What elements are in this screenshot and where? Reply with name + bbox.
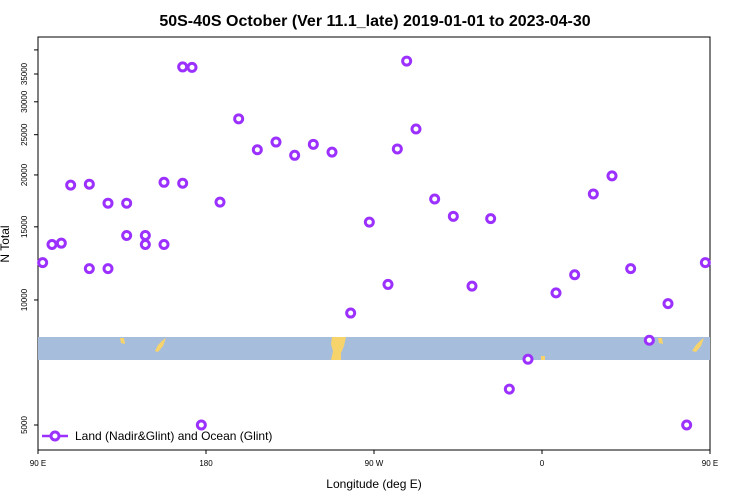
data-point — [65, 179, 77, 191]
legend: Land (Nadir&Glint) and Ocean (Glint) — [42, 429, 272, 443]
data-point — [177, 177, 189, 189]
data-point — [391, 143, 403, 155]
data-point — [121, 229, 133, 241]
data-point — [177, 61, 189, 73]
data-point — [55, 237, 67, 249]
data-point — [139, 229, 151, 241]
data-point — [662, 298, 674, 310]
legend-label: Land (Nadir&Glint) and Ocean (Glint) — [75, 429, 272, 443]
x-tick-label: 0 — [540, 459, 545, 468]
y-tick-label: 35000 — [20, 62, 29, 85]
data-point — [410, 123, 422, 135]
plot-frame — [37, 36, 711, 451]
y-axis: 5000 10000 15000 20000 25000 30000 35000 — [20, 49, 38, 434]
data-points — [37, 55, 711, 431]
data-point — [447, 210, 459, 222]
data-point — [587, 188, 599, 200]
data-point — [139, 239, 151, 251]
x-tick-label: 90 W — [365, 459, 384, 468]
y-tick-label: 15000 — [20, 215, 29, 238]
land-patch-australia-east — [692, 338, 704, 352]
y-tick-label: 10000 — [20, 288, 29, 311]
data-point — [606, 170, 618, 182]
x-axis-label: Longitude (deg E) — [326, 477, 421, 491]
data-point — [251, 144, 263, 156]
y-tick-label: 25000 — [20, 123, 29, 146]
data-point — [307, 138, 319, 150]
data-point — [382, 278, 394, 290]
land-patch-south-america — [331, 337, 346, 360]
data-point — [158, 239, 170, 251]
data-point — [569, 269, 581, 281]
data-point — [345, 307, 357, 319]
y-axis-label: N Total — [0, 225, 12, 262]
y-tick-label: 30000 — [20, 90, 29, 113]
data-point — [485, 213, 497, 225]
legend-marker — [49, 430, 61, 442]
data-point — [233, 113, 245, 125]
data-point — [550, 287, 562, 299]
map-strip — [38, 337, 710, 360]
data-point — [195, 419, 207, 431]
land-patch-africa — [541, 356, 545, 360]
data-point — [363, 216, 375, 228]
data-point — [699, 257, 711, 269]
data-point — [289, 149, 301, 161]
y-tick-label: 5000 — [20, 416, 29, 434]
data-point — [401, 55, 413, 67]
data-point — [429, 193, 441, 205]
data-point — [121, 197, 133, 209]
data-point — [46, 239, 58, 251]
data-point — [625, 263, 637, 275]
data-point — [186, 61, 198, 73]
data-point — [158, 176, 170, 188]
data-point — [83, 263, 95, 275]
chart-title: 50S-40S October (Ver 11.1_late) 2019-01-… — [159, 13, 590, 30]
data-point — [643, 334, 655, 346]
data-point — [214, 196, 226, 208]
data-point — [270, 136, 282, 148]
x-tick-label: 180 — [199, 459, 213, 468]
land-patch-australia-west — [658, 338, 663, 344]
data-point — [102, 197, 114, 209]
ocean-band — [38, 337, 710, 360]
x-tick-label: 90 E — [702, 459, 718, 468]
x-tick-label: 90 E — [30, 459, 46, 468]
data-point — [102, 263, 114, 275]
data-point — [83, 178, 95, 190]
data-point — [326, 146, 338, 158]
data-point — [466, 280, 478, 292]
data-point — [681, 419, 693, 431]
land-patch-new-zealand-west — [120, 338, 125, 344]
data-point — [503, 383, 515, 395]
data-point — [522, 353, 534, 365]
data-point — [37, 257, 49, 269]
y-tick-label: 20000 — [20, 163, 29, 186]
land-patch-new-zealand-south — [155, 338, 166, 352]
